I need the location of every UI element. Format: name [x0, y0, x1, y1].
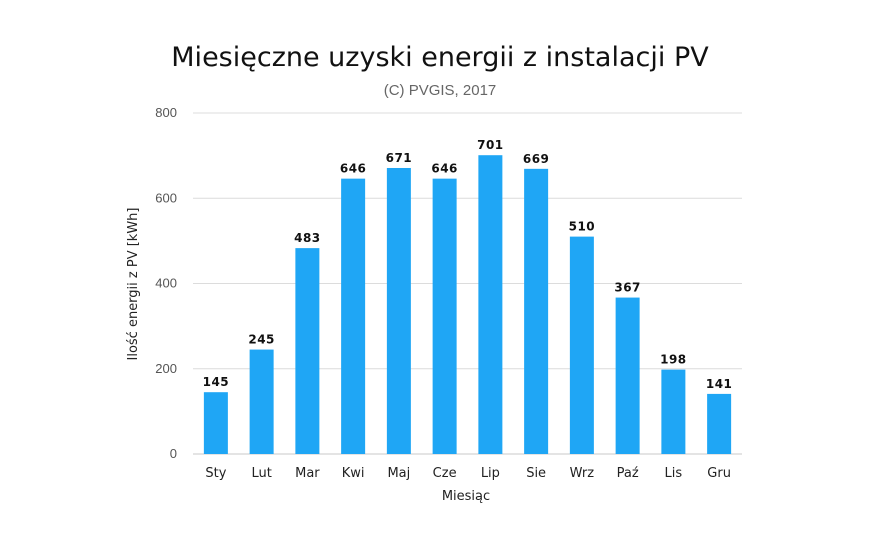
data-label: 245 [248, 333, 275, 347]
x-tick-label: Paź [617, 466, 639, 481]
bar-lip [478, 155, 503, 455]
bar-sie [524, 168, 549, 454]
chart-subtitle: (C) PVGIS, 2017 [384, 82, 497, 99]
data-labels: 145 245 483 646 671 646 701 669 510 367 198 141 [203, 138, 733, 391]
y-tick-label: 800 [155, 105, 177, 120]
x-tick-label: Lip [481, 466, 500, 481]
x-tick-label: Lis [665, 466, 683, 481]
y-tick-label: 600 [155, 190, 177, 205]
x-tick-label: Sty [205, 466, 226, 481]
y-tick-label: 0 [170, 446, 177, 461]
bar-maj [386, 167, 411, 454]
bar-kwi [341, 178, 366, 454]
data-label: 367 [614, 281, 641, 295]
x-tick-label: Cze [433, 466, 457, 481]
x-tick-label: Wrz [570, 466, 595, 481]
x-tick-label: Sie [526, 466, 546, 481]
bar-mar [295, 248, 320, 454]
bar-paź [615, 297, 640, 454]
chart-title: Miesięczne uzyski energii z instalacji P… [171, 42, 709, 73]
x-axis-label: Miesiąc [442, 489, 490, 504]
data-label: 198 [660, 353, 687, 367]
x-tick-label: Mar [295, 466, 320, 481]
bar-cze [432, 178, 457, 454]
bars [203, 155, 732, 455]
bar-sty [203, 392, 228, 454]
x-tick-label: Lut [251, 466, 271, 481]
y-axis-label: Ilość energii z PV [kWh] [126, 208, 141, 361]
data-label: 646 [431, 162, 458, 176]
y-tick-label: 200 [155, 361, 177, 376]
data-label: 483 [294, 231, 321, 245]
data-label: 701 [477, 138, 504, 152]
x-tick-label: Maj [387, 466, 410, 481]
data-label: 510 [569, 220, 596, 234]
x-tick-label: Gru [707, 466, 731, 481]
x-tick-label: Kwi [342, 466, 365, 481]
bar-wrz [569, 236, 594, 454]
bar-lut [249, 349, 274, 454]
bar-gru [707, 393, 732, 454]
y-axis-ticks: 0 200 400 600 800 [155, 105, 177, 461]
y-tick-label: 400 [155, 276, 177, 291]
data-label: 671 [386, 151, 413, 165]
grid-lines [193, 112, 742, 455]
data-label: 141 [706, 377, 733, 391]
data-label: 145 [203, 375, 230, 389]
bar-lis [661, 369, 686, 454]
x-axis-ticks: Sty Lut Mar Kwi Maj Cze Lip Sie Wrz Paź Lis Gru [205, 466, 731, 481]
data-label: 669 [523, 152, 550, 166]
data-label: 646 [340, 162, 367, 176]
